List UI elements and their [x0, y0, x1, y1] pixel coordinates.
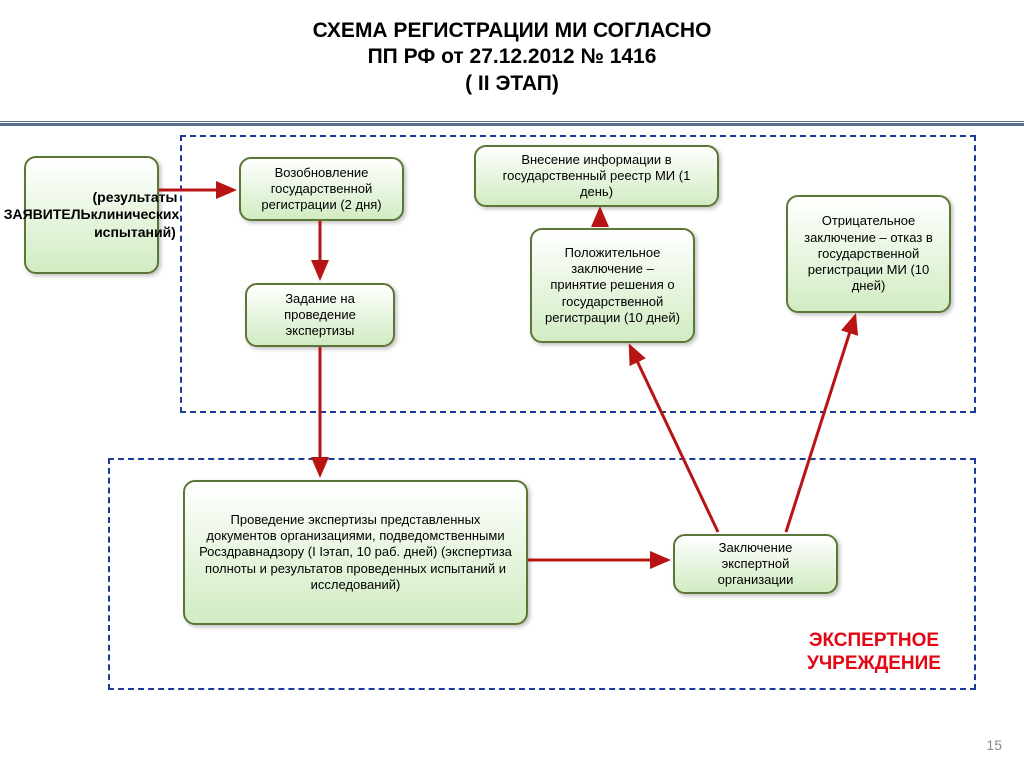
node-resume: Возобновление государственной регистраци… — [239, 157, 404, 221]
title-line-3: ( II ЭТАП) — [0, 71, 1024, 97]
node-positive-text: Положительное заключение – принятие реше… — [542, 245, 683, 326]
node-applicant: ЗАЯВИТЕЛЬ(результаты клинических испытан… — [24, 156, 159, 274]
node-expertise-text: Проведение экспертизы представленных док… — [195, 512, 516, 593]
node-entry: Внесение информации в государственный ре… — [474, 145, 719, 207]
node-resume-text: Возобновление государственной регистраци… — [251, 165, 392, 214]
node-negative-text: Отрицательное заключение – отказ в госуд… — [798, 213, 939, 294]
expert-label-l1: ЭКСПЕРТНОЕ — [809, 630, 939, 651]
title-line-2: ПП РФ от 27.12.2012 № 1416 — [0, 44, 1024, 70]
header-rule — [0, 121, 1024, 126]
node-entry-text: Внесение информации в государственный ре… — [486, 152, 707, 201]
node-conclusion: Заключение экспертной организации — [673, 534, 838, 594]
node-expertise: Проведение экспертизы представленных док… — [183, 480, 528, 625]
expert-institution-label: ЭКСПЕРТНОЕ УЧРЕЖДЕНИЕ — [784, 630, 964, 676]
node-task: Задание на проведение экспертизы — [245, 283, 395, 347]
node-positive: Положительное заключение – принятие реше… — [530, 228, 695, 343]
node-task-text: Задание на проведение экспертизы — [257, 291, 383, 340]
node-conclusion-text: Заключение экспертной организации — [685, 540, 826, 589]
title-line-1: СХЕМА РЕГИСТРАЦИИ МИ СОГЛАСНО — [0, 18, 1024, 44]
node-negative: Отрицательное заключение – отказ в госуд… — [786, 195, 951, 313]
expert-label-l2: УЧРЕЖДЕНИЕ — [807, 653, 941, 674]
page-title: СХЕМА РЕГИСТРАЦИИ МИ СОГЛАСНО ПП РФ от 2… — [0, 0, 1024, 97]
page-number: 15 — [986, 737, 1002, 753]
